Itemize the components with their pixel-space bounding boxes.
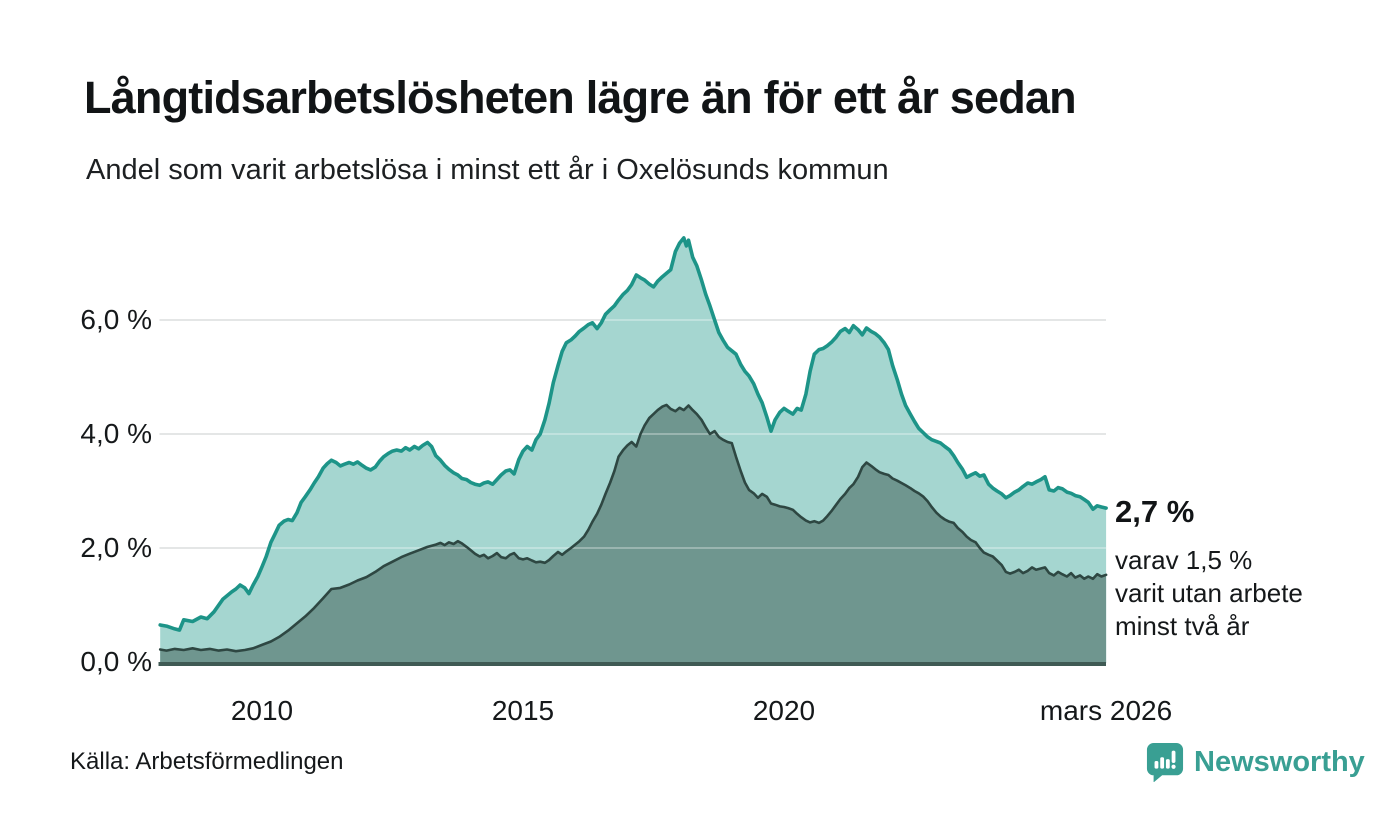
end-value-note-line: minst två år xyxy=(1115,611,1250,641)
line-two-years xyxy=(158,403,1108,653)
y-tick-label: 6,0 % xyxy=(80,304,152,335)
page-title: Långtidsarbetslösheten lägre än för ett … xyxy=(84,72,1077,123)
end-value-label: 2,7 % xyxy=(1115,494,1195,529)
x-tick-label: mars 2026 xyxy=(1039,695,1173,726)
y-tick-label: 2,0 % xyxy=(80,532,152,563)
end-value-note-line: varit utan arbete xyxy=(1115,578,1303,608)
line-one-year xyxy=(158,236,1108,632)
source-caption: Källa: Arbetsförmedlingen xyxy=(70,748,344,775)
end-value-note-line: varav 1,5 % xyxy=(1115,545,1253,575)
end-value-annotation: 2,7 % varav 1,5 % varit utan arbete minst … xyxy=(1115,494,1355,643)
newsworthy-logo-icon xyxy=(1146,743,1184,782)
page-subtitle: Andel som varit arbetslösa i minst ett å… xyxy=(86,154,889,186)
area-fill-two-years xyxy=(160,404,1107,663)
x-tick-label: 2020 xyxy=(752,695,816,726)
newsworthy-logo-text: Newsworthy xyxy=(1194,745,1365,778)
x-tick-label: 2010 xyxy=(230,695,294,726)
x-tick-label: 2015 xyxy=(491,695,555,726)
y-tick-label: 0,0 % xyxy=(80,646,152,677)
end-value-note: varav 1,5 % varit utan arbete minst två år xyxy=(1115,544,1355,643)
newsworthy-logo: Newsworthy xyxy=(1146,742,1365,782)
y-tick-label: 4,0 % xyxy=(80,418,152,449)
